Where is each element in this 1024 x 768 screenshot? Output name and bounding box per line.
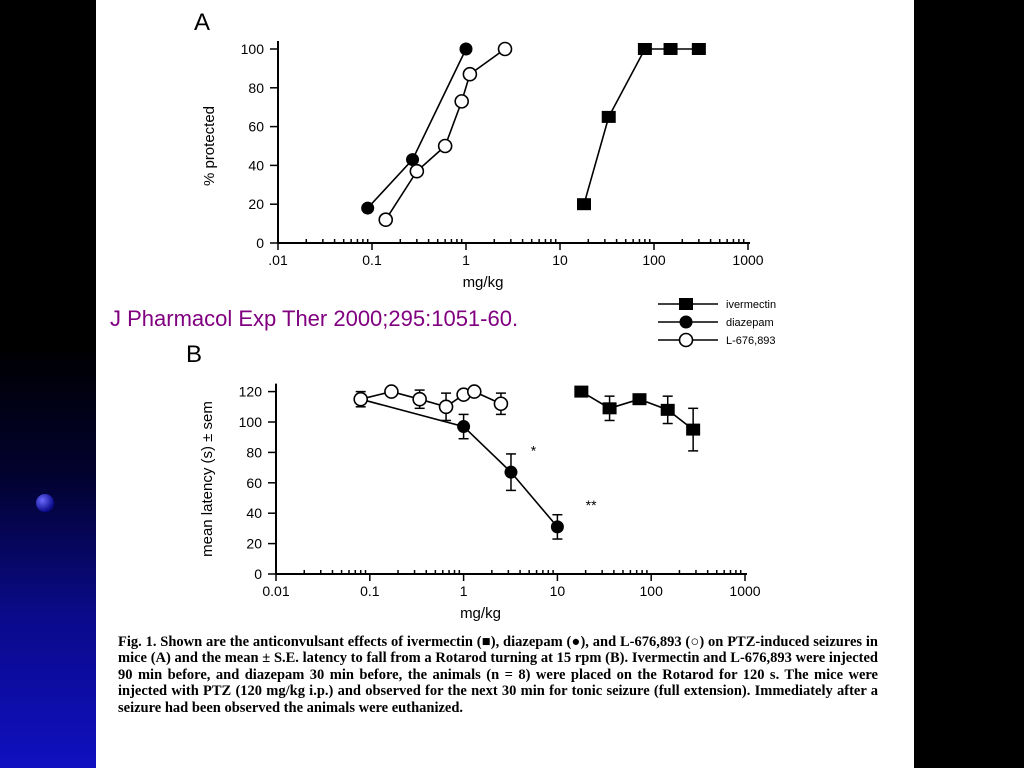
- data-point: [406, 153, 420, 167]
- y-axis-label: % protected: [201, 106, 218, 186]
- data-point: [574, 385, 589, 398]
- legend-label: L-676,893: [726, 335, 776, 347]
- series-ivermectin: [574, 385, 701, 452]
- panel-label: B: [186, 341, 202, 368]
- x-tick-label: 0.1: [362, 252, 382, 268]
- x-tick-label: 1000: [732, 252, 763, 268]
- data-point: [409, 163, 425, 179]
- data-point: [384, 384, 399, 399]
- x-tick-label: 1: [462, 252, 470, 268]
- data-point: [601, 110, 616, 123]
- series-diazepam: [361, 42, 473, 215]
- data-point: [378, 212, 394, 228]
- data-point: [691, 43, 706, 55]
- data-point: [576, 198, 591, 211]
- x-tick-label: 1000: [729, 583, 760, 599]
- series-line: [583, 48, 699, 205]
- chart-panel-B: B 0 20 40 60 80 100 120 0.01 0.1 1 10 100 1000 mg/kg me…: [186, 341, 761, 622]
- x-tick-label: 100: [640, 583, 664, 599]
- data-point: [602, 402, 617, 415]
- citation: J Pharmacol Exp Ther 2000;295:1051-60.: [110, 306, 519, 331]
- x-tick-label: 1: [460, 583, 468, 599]
- x-axis-label: mg/kg: [463, 274, 504, 291]
- data-point: [493, 396, 509, 412]
- x-axis-label: mg/kg: [460, 605, 501, 622]
- slide: A 0 20 40 60 80 100.01 0.1 1 10 100 1000 mg/kg% prot…: [96, 0, 914, 768]
- y-tick-label: 20: [248, 196, 264, 212]
- data-point: [462, 66, 478, 82]
- data-point: [497, 41, 513, 57]
- data-point: [457, 420, 471, 434]
- data-point: [686, 423, 701, 436]
- y-tick-label: 0: [256, 235, 264, 251]
- x-tick-label: 10: [552, 252, 568, 268]
- background-right: [914, 0, 1024, 768]
- y-tick-label: 80: [248, 80, 264, 96]
- x-tick-label: 0.1: [360, 583, 380, 599]
- y-tick-label: 100: [239, 414, 263, 430]
- legend-label: ivermectin: [726, 299, 776, 311]
- data-point: [454, 94, 469, 109]
- data-point: [361, 201, 375, 215]
- series-line: [385, 48, 506, 221]
- data-point: [438, 399, 454, 415]
- y-tick-label: 60: [246, 475, 262, 491]
- panel-label: A: [194, 9, 210, 36]
- series-line: [360, 398, 559, 528]
- y-tick-label: 40: [246, 505, 262, 521]
- series-l-676-893: [378, 41, 513, 228]
- data-point: [637, 43, 652, 55]
- data-point: [660, 403, 675, 416]
- series-diazepam: [354, 390, 564, 540]
- y-tick-label: 120: [239, 384, 263, 400]
- y-tick-label: 0: [254, 566, 262, 582]
- background-left: [0, 0, 96, 768]
- data-point: [663, 43, 678, 55]
- y-tick-label: 80: [246, 444, 262, 460]
- significance-marker: *: [531, 442, 537, 458]
- x-tick-label: 0.01: [262, 583, 289, 599]
- legend-marker-square-filled: [679, 298, 693, 310]
- data-point: [459, 42, 473, 56]
- data-point: [466, 384, 482, 399]
- x-tick-label: 100: [642, 252, 666, 268]
- chart-panel-A: A 0 20 40 60 80 100 .01 0.1 1 10 100 1000 mg/kg % prot…: [194, 9, 764, 291]
- legend: ivermectin diazepam L-676,893: [658, 298, 776, 348]
- y-tick-label: 40: [248, 157, 264, 173]
- data-point: [412, 391, 427, 407]
- y-axis-label: mean latency (s) ± sem: [199, 401, 216, 557]
- significance-marker: **: [586, 497, 597, 513]
- data-point: [504, 465, 518, 479]
- y-tick-label: 60: [248, 119, 264, 135]
- x-tick-label: .01: [268, 252, 288, 268]
- legend-marker-circle-open: [678, 332, 694, 348]
- legend-marker-circle-filled: [679, 315, 693, 329]
- y-tick-label: 20: [246, 536, 262, 552]
- legend-label: diazepam: [726, 317, 774, 329]
- data-point: [353, 391, 369, 407]
- y-tick-label: 100: [241, 41, 265, 57]
- data-point: [632, 393, 647, 406]
- data-point: [550, 520, 564, 534]
- series-ivermectin: [576, 43, 706, 211]
- decorative-bubble: [36, 494, 54, 512]
- x-tick-label: 10: [550, 583, 566, 599]
- data-point: [437, 138, 453, 154]
- series-l-676-893: [353, 384, 509, 422]
- figure-caption: Fig. 1. Shown are the anticonvulsant eff…: [118, 634, 878, 716]
